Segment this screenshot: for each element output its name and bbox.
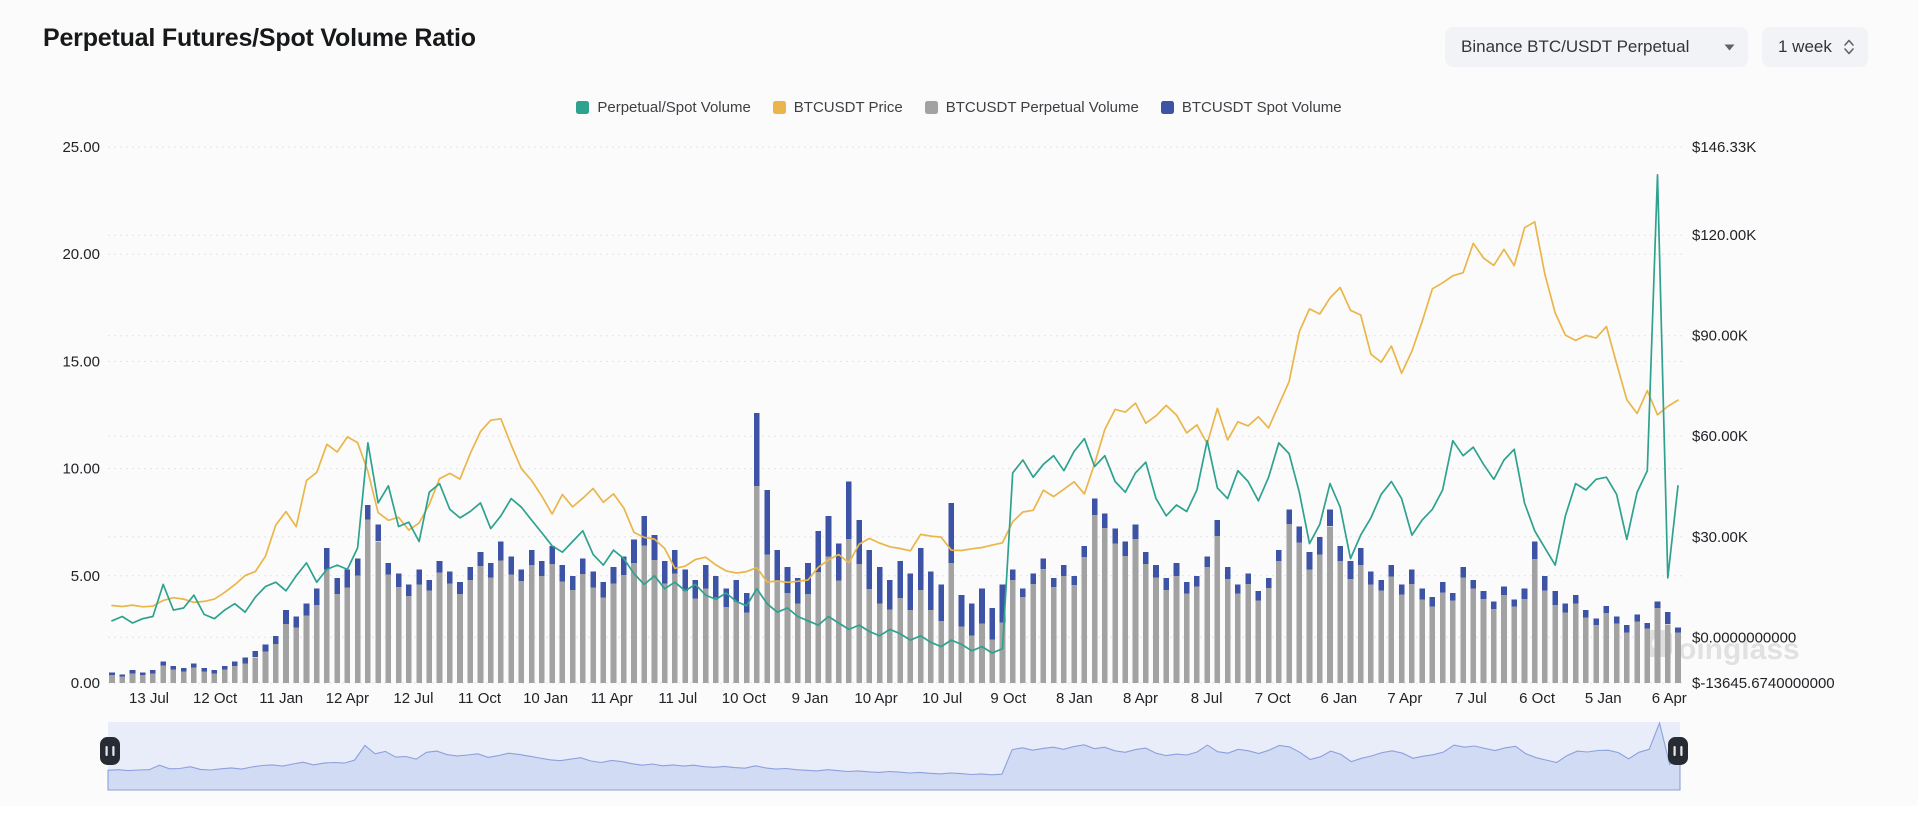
- svg-text:9 Oct: 9 Oct: [990, 690, 1027, 707]
- svg-text:11 Jan: 11 Jan: [259, 690, 303, 707]
- svg-text:11 Jul: 11 Jul: [658, 690, 697, 707]
- svg-text:10 Jan: 10 Jan: [523, 690, 568, 707]
- ratio-line: [111, 174, 1679, 654]
- x-axis-labels: 13 Jul 12 Oct 11 Jan 12 Apr 12 Jul 11 Oct 10 J…: [129, 690, 1687, 707]
- gridlines: [108, 146, 1684, 684]
- svg-text:0.00: 0.00: [71, 675, 100, 692]
- svg-text:20.00: 20.00: [62, 246, 100, 263]
- svg-text:5.00: 5.00: [71, 568, 100, 585]
- legend-item-0[interactable]: Perpetual/Spot Volume: [576, 99, 751, 116]
- svg-text:$30.00K: $30.00K: [1692, 529, 1748, 546]
- navigator-handle-left[interactable]: [100, 737, 120, 765]
- bottom-strip: [0, 806, 1918, 826]
- volume-bars: [109, 412, 1681, 683]
- svg-text:$90.00K: $90.00K: [1692, 328, 1748, 345]
- right-axis-labels: $146.33K $120.00K $90.00K $60.00K $30.00K $0.…: [1692, 139, 1835, 692]
- navigator-area: [107, 721, 1681, 791]
- interval-select[interactable]: 1 week: [1762, 27, 1868, 67]
- svg-text:7 Jul: 7 Jul: [1455, 690, 1487, 707]
- legend-label: BTCUSDT Spot Volume: [1181, 99, 1342, 116]
- svg-text:10 Oct: 10 Oct: [722, 690, 767, 707]
- svg-text:10 Jul: 10 Jul: [922, 690, 962, 707]
- svg-text:8 Jul: 8 Jul: [1191, 690, 1223, 707]
- svg-text:8 Apr: 8 Apr: [1123, 690, 1158, 707]
- symbol-select[interactable]: Binance BTC/USDT Perpetual: [1445, 27, 1748, 67]
- legend-swatch-icon: [772, 101, 786, 114]
- svg-text:$146.33K: $146.33K: [1692, 139, 1756, 156]
- navigator: [100, 721, 1688, 791]
- svg-text:7 Apr: 7 Apr: [1387, 690, 1422, 707]
- legend-item-3[interactable]: BTCUSDT Spot Volume: [1160, 99, 1342, 116]
- svg-text:$120.00K: $120.00K: [1692, 227, 1756, 244]
- legend-swatch-icon: [576, 101, 590, 114]
- svg-text:12 Jul: 12 Jul: [393, 690, 433, 707]
- svg-text:9 Jan: 9 Jan: [792, 690, 829, 707]
- svg-text:7 Oct: 7 Oct: [1255, 690, 1292, 707]
- svg-text:6 Oct: 6 Oct: [1519, 690, 1556, 707]
- svg-text:12 Oct: 12 Oct: [193, 690, 238, 707]
- caret-down-icon: [1724, 44, 1735, 51]
- legend-label: BTCUSDT Perpetual Volume: [945, 99, 1139, 116]
- legend-label: BTCUSDT Price: [793, 99, 903, 116]
- svg-text:11 Oct: 11 Oct: [458, 690, 502, 707]
- svg-text:$-13645.6740000000: $-13645.6740000000: [1692, 675, 1835, 692]
- watermark-text: oinglass: [1678, 633, 1800, 666]
- symbol-select-value: Binance BTC/USDT Perpetual: [1461, 37, 1690, 56]
- interval-select-value: 1 week: [1778, 37, 1832, 56]
- left-axis-labels: 25.00 20.00 15.00 10.00 5.00 0.00: [62, 139, 100, 692]
- legend-label: Perpetual/Spot Volume: [597, 99, 751, 116]
- svg-text:10 Apr: 10 Apr: [854, 690, 897, 707]
- up-down-chevrons-icon: [1843, 38, 1855, 56]
- svg-text:8 Jan: 8 Jan: [1056, 690, 1093, 707]
- svg-text:15.00: 15.00: [62, 353, 100, 370]
- price-line: [111, 220, 1679, 608]
- svg-text:25.00: 25.00: [62, 139, 100, 156]
- legend-swatch-icon: [924, 101, 938, 114]
- svg-text:13 Jul: 13 Jul: [129, 690, 169, 707]
- legend-item-2[interactable]: BTCUSDT Perpetual Volume: [924, 99, 1139, 116]
- legend: Perpetual/Spot Volume BTCUSDT Price BTCUSD…: [0, 99, 1918, 116]
- legend-item-1[interactable]: BTCUSDT Price: [772, 99, 903, 116]
- legend-swatch-icon: [1160, 101, 1174, 114]
- svg-text:10.00: 10.00: [62, 461, 100, 478]
- svg-text:$0.0000000000: $0.0000000000: [1692, 629, 1796, 646]
- svg-text:12 Apr: 12 Apr: [326, 690, 369, 707]
- svg-text:$60.00K: $60.00K: [1692, 428, 1748, 445]
- svg-text:6 Apr: 6 Apr: [1652, 690, 1687, 707]
- navigator-handle-right[interactable]: [1668, 737, 1688, 765]
- page-title: Perpetual Futures/Spot Volume Ratio: [43, 24, 476, 52]
- svg-text:5 Jan: 5 Jan: [1585, 690, 1622, 707]
- svg-text:11 Apr: 11 Apr: [591, 690, 633, 707]
- svg-text:6 Jan: 6 Jan: [1320, 690, 1357, 707]
